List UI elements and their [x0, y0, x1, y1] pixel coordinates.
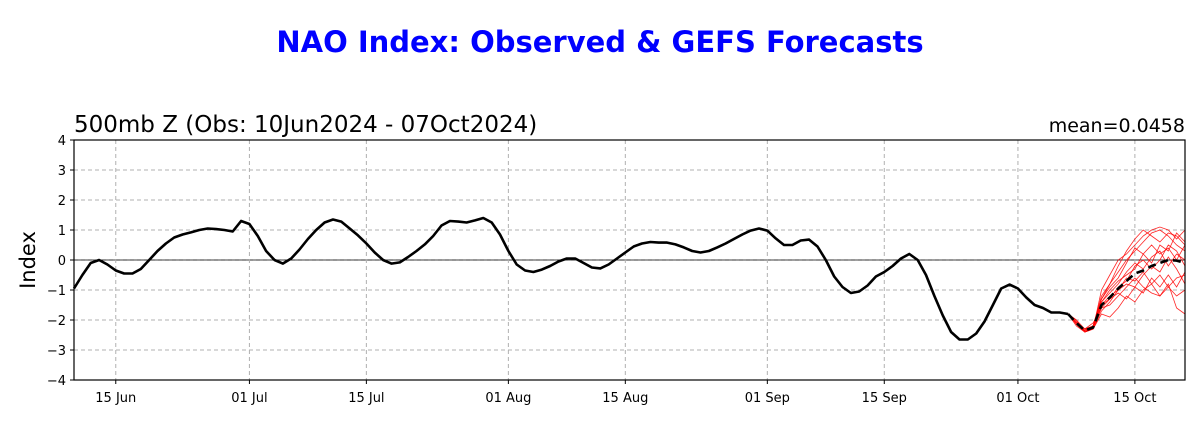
- ensemble-member-line: [1067, 232, 1186, 330]
- ensemble-member-line: [1067, 277, 1186, 330]
- x-tick-label: 01 Aug: [485, 391, 531, 406]
- y-tick-label: −4: [47, 374, 66, 389]
- chart-subtitle: 500mb Z (Obs: 10Jun2024 - 07Oct2024): [74, 112, 537, 138]
- ensemble-member-line: [1067, 271, 1186, 333]
- series-group: [72, 216, 1186, 341]
- x-tick-label: 15 Jul: [348, 391, 384, 406]
- observed-line: [72, 216, 1069, 341]
- ensemble-member-line: [1067, 274, 1186, 330]
- y-tick-label: −1: [47, 284, 66, 299]
- plot-frame: [73, 139, 1186, 381]
- axis-ticks: 4 3 2 1 0 −1 −2 −3 −4 15 Jun 01 Jul 15 Jul 01 Aug 15 …: [47, 134, 1157, 406]
- chart-title: NAO Index: Observed & GEFS Forecasts: [276, 25, 923, 59]
- x-tick-label: 15 Aug: [602, 391, 648, 406]
- x-tick-label: 15 Sep: [862, 391, 907, 406]
- y-tick-label: 4: [58, 134, 66, 149]
- x-tick-label: 01 Sep: [745, 391, 790, 406]
- y-tick-label: 0: [58, 254, 66, 269]
- ensemble-member-line: [1067, 256, 1186, 333]
- mean-label: mean=0.0458: [1049, 115, 1185, 137]
- x-tick-label: 15 Oct: [1113, 391, 1156, 406]
- x-tick-label: 01 Oct: [996, 391, 1039, 406]
- x-tick-label: 01 Jul: [231, 391, 267, 406]
- grid-lines: [74, 140, 1185, 380]
- y-axis-label: Index: [16, 231, 40, 289]
- y-tick-label: −3: [47, 344, 66, 359]
- y-tick-label: 3: [58, 164, 66, 179]
- y-tick-label: −2: [47, 314, 66, 329]
- y-tick-label: 1: [58, 224, 66, 239]
- y-tick-label: 2: [58, 194, 66, 209]
- ensemble-mean-line: [1067, 258, 1186, 332]
- x-tick-label: 15 Jun: [95, 391, 136, 406]
